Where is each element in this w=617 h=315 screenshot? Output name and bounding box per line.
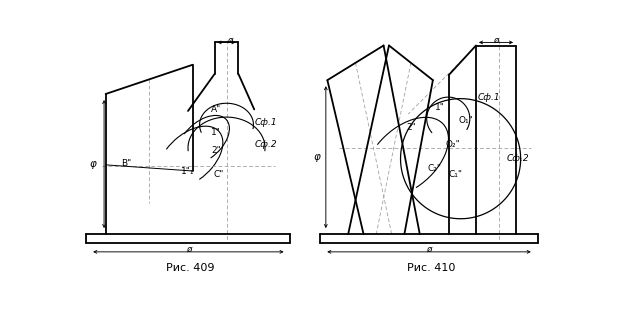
Text: ø: ø xyxy=(228,36,233,45)
Text: A": A" xyxy=(211,105,222,114)
Text: 2": 2" xyxy=(211,146,221,156)
Text: Сф.1: Сф.1 xyxy=(478,93,500,102)
Text: ø: ø xyxy=(426,245,432,254)
Text: 2": 2" xyxy=(406,123,416,132)
Text: C₂": C₂" xyxy=(428,164,442,173)
Text: C₁": C₁" xyxy=(449,169,462,179)
Text: O₁": O₁" xyxy=(458,116,473,125)
Text: ø: ø xyxy=(493,36,499,45)
Text: C": C" xyxy=(213,169,224,179)
Text: 1": 1" xyxy=(435,103,445,112)
Text: 1"₁: 1"₁ xyxy=(181,167,195,175)
Text: Рис. 409: Рис. 409 xyxy=(166,263,215,273)
Text: ø: ø xyxy=(186,245,191,254)
Text: 1": 1" xyxy=(211,128,221,137)
Text: Сф.1: Сф.1 xyxy=(254,118,277,127)
Text: Сф.2: Сф.2 xyxy=(507,154,529,163)
Text: φ: φ xyxy=(90,159,97,169)
Text: Сф.2: Сф.2 xyxy=(254,140,277,149)
Text: Рис. 410: Рис. 410 xyxy=(407,263,455,273)
Text: O₂": O₂" xyxy=(445,140,460,149)
Text: B": B" xyxy=(121,159,131,168)
Text: φ: φ xyxy=(313,152,320,162)
